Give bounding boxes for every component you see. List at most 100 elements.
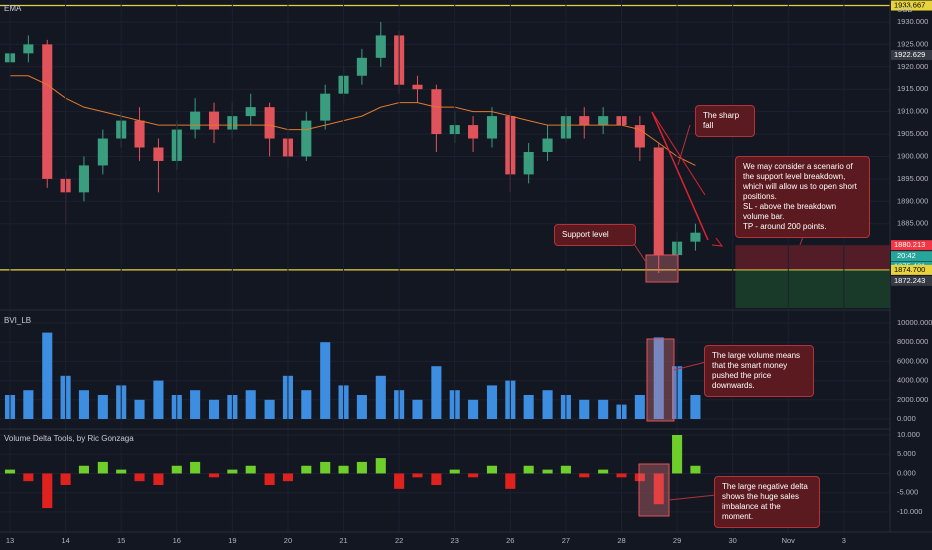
volume-bar — [264, 399, 275, 419]
delta-bar — [505, 473, 516, 489]
candle-body — [598, 116, 609, 126]
delta-bar — [616, 473, 627, 478]
arrow — [651, 111, 709, 241]
delta-bar — [486, 465, 498, 474]
callout: The large negative delta shows the huge … — [714, 476, 820, 528]
delta-bar — [634, 473, 645, 482]
candle-body — [134, 120, 145, 148]
volume-bar — [579, 399, 590, 419]
x-tick-label: 20 — [284, 536, 292, 545]
price-tag — [891, 264, 932, 275]
candle-body — [468, 125, 479, 139]
countdown-tag — [891, 251, 932, 262]
delta-bar — [431, 473, 442, 485]
candle-body — [208, 111, 220, 130]
x-tick-label: 14 — [61, 536, 69, 545]
delta-bar — [375, 458, 386, 474]
delta-bar — [116, 469, 127, 474]
x-tick-label: 3 — [842, 536, 846, 545]
callout-pointer — [673, 361, 707, 371]
volume-bar — [468, 399, 479, 419]
candle-body — [245, 107, 256, 117]
candle-body — [264, 107, 275, 139]
callout: The sharp fall — [695, 105, 755, 137]
y-tick-label: 1920.000 — [897, 62, 928, 71]
volume-bar — [153, 380, 164, 419]
delta-bar — [449, 469, 460, 474]
price-tag-label: 1874.700 — [894, 265, 925, 274]
price-tag-label: 1933.667 — [894, 1, 925, 10]
callout-text: TP - around 200 points. — [743, 222, 827, 231]
candle-body — [78, 165, 89, 193]
callout-text: We may consider a scenario of the suppor… — [743, 162, 857, 201]
delta-bar — [171, 465, 182, 474]
delta-bar — [227, 469, 238, 474]
volume-bar — [542, 390, 553, 419]
y-tick-label: 6000.000 — [897, 356, 928, 365]
y-tick-label: 10000.000 — [897, 318, 932, 327]
candle-body — [301, 120, 312, 157]
delta-bar — [134, 473, 145, 482]
x-tick-label: Nov — [782, 536, 796, 545]
highlight-box — [645, 254, 679, 283]
candle-body — [375, 35, 386, 58]
delta-bar — [579, 473, 590, 478]
volume-bar — [634, 394, 645, 419]
price-tag — [891, 240, 932, 251]
candle-body — [42, 44, 53, 179]
volume-bar — [375, 375, 386, 419]
volume-bar — [523, 394, 534, 419]
volume-bar — [134, 399, 145, 419]
countdown: 20:42 — [897, 251, 916, 260]
x-tick-label: 27 — [562, 536, 570, 545]
y-tick-label: 1915.000 — [897, 84, 928, 93]
candle-body — [523, 151, 534, 175]
candle-body — [634, 125, 645, 148]
x-tick-label: 28 — [617, 536, 625, 545]
delta-bar — [245, 465, 256, 474]
y-tick-label: -10.000 — [897, 507, 922, 516]
y-tick-label: 2000.000 — [897, 395, 928, 404]
x-tick-label: 16 — [173, 536, 181, 545]
delta-bar — [78, 465, 89, 474]
delta-bar — [23, 473, 34, 482]
volume-bar — [190, 390, 201, 419]
volume-bar — [653, 337, 664, 419]
candle-body — [320, 93, 331, 121]
volume-bar — [23, 390, 34, 419]
y-tick-label: 8000.000 — [897, 337, 928, 346]
x-tick-label: 15 — [117, 536, 125, 545]
x-tick-label: 22 — [395, 536, 403, 545]
volume-bar — [598, 399, 609, 419]
delta-bar — [153, 473, 164, 485]
x-tick-label: 13 — [6, 536, 14, 545]
pane-title: EMA — [4, 4, 22, 13]
y-tick-label: 1925.000 — [897, 39, 928, 48]
delta-bar — [42, 473, 53, 509]
volume-bar — [78, 390, 89, 419]
candle-body — [356, 57, 367, 76]
delta-bar — [690, 465, 701, 474]
callout: We may consider a scenario of the suppor… — [735, 156, 870, 238]
callout-pointer — [677, 124, 691, 166]
target-zone — [735, 269, 890, 308]
delta-bar — [4, 469, 16, 474]
volume-bar — [42, 332, 53, 419]
x-tick-label: 23 — [451, 536, 459, 545]
delta-bar — [301, 465, 312, 474]
delta-bar — [60, 473, 71, 485]
delta-bar — [190, 461, 201, 474]
y-tick-label: 4000.000 — [897, 376, 928, 385]
highlight-box — [646, 338, 675, 422]
volume-bar — [208, 399, 220, 419]
delta-bar — [97, 461, 108, 474]
callout-pointer — [668, 494, 717, 501]
pane-title: BVI_LB — [4, 316, 32, 325]
delta-bar — [598, 469, 609, 474]
delta-bar — [394, 473, 405, 489]
delta-bar — [672, 435, 683, 474]
price-tag-label: 1880.213 — [894, 240, 925, 249]
